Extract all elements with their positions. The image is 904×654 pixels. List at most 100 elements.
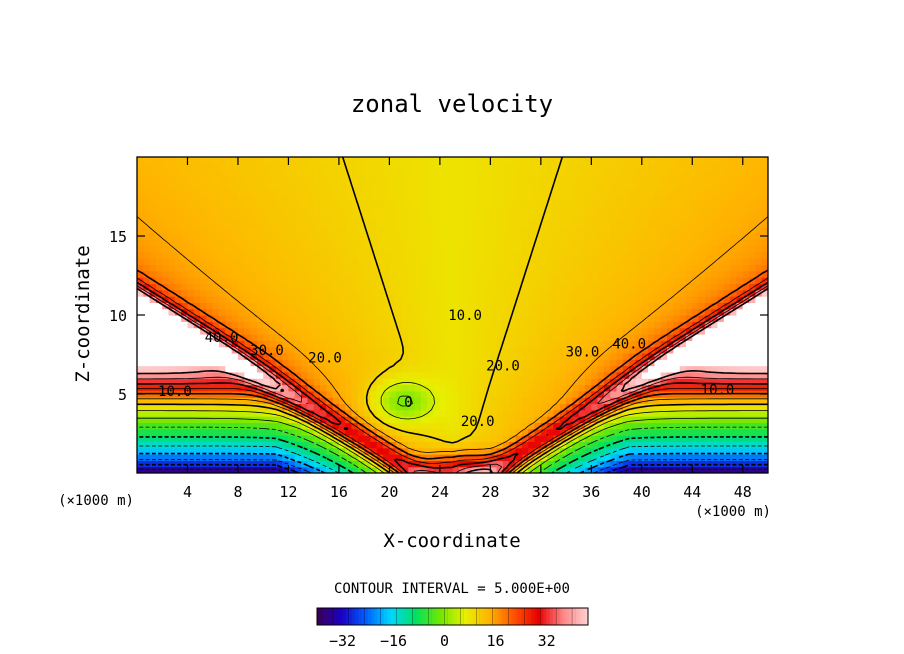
field-cell [187, 460, 195, 468]
field-cell [559, 359, 567, 367]
field-cell [616, 270, 624, 278]
field-cell [357, 239, 365, 247]
field-cell [515, 333, 523, 341]
field-cell [143, 340, 151, 348]
field-cell [446, 226, 454, 234]
field-cell [742, 346, 750, 354]
field-cell [521, 352, 529, 360]
field-cell [616, 435, 624, 442]
field-cell [528, 220, 536, 228]
field-cell [294, 175, 302, 183]
field-cell [212, 359, 220, 367]
field-cell [603, 428, 611, 436]
field-cell [502, 346, 510, 354]
field-cell [383, 258, 390, 266]
field-cell [603, 296, 611, 303]
field-cell [761, 371, 768, 379]
field-cell [534, 359, 542, 367]
field-cell [528, 270, 536, 278]
field-cell [723, 201, 731, 209]
field-cell [162, 466, 170, 473]
field-cell [730, 441, 738, 449]
field-cell [433, 213, 441, 221]
field-cell [263, 378, 271, 386]
field-cell [389, 251, 397, 259]
field-cell [256, 454, 264, 461]
field-cell [168, 441, 176, 449]
field-cell [528, 460, 536, 468]
field-cell [484, 157, 491, 164]
field-cell [654, 315, 662, 322]
field-cell [212, 245, 220, 253]
field-cell [654, 321, 662, 329]
field-cell [667, 213, 674, 221]
field-cell [685, 169, 693, 177]
field-cell [414, 340, 422, 348]
field-cell [629, 201, 637, 209]
field-cell [446, 315, 454, 322]
field-cell [351, 182, 359, 190]
field-cell [585, 302, 592, 310]
field-cell [723, 207, 731, 215]
field-cell [250, 447, 258, 455]
field-cell [673, 435, 681, 442]
field-cell [446, 251, 454, 259]
field-cell [566, 213, 573, 221]
field-cell [212, 277, 220, 284]
field-cell [181, 403, 189, 411]
field-cell [206, 416, 214, 424]
field-cell [389, 390, 397, 398]
field-cell [338, 175, 346, 183]
field-cell [711, 220, 719, 228]
field-cell [553, 441, 561, 449]
field-cell [654, 289, 662, 297]
field-cell [225, 435, 233, 442]
field-cell [319, 188, 327, 196]
field-cell [578, 340, 586, 348]
field-cell [591, 397, 599, 405]
field-cell [484, 163, 491, 171]
field-cell [433, 447, 441, 455]
field-cell [187, 333, 195, 341]
field-cell [566, 251, 573, 259]
field-cell [509, 454, 517, 461]
field-cell [395, 359, 403, 367]
field-cell [540, 441, 548, 449]
field-cell [282, 371, 290, 379]
field-cell [490, 441, 498, 449]
field-cell [679, 157, 687, 164]
field-cell [490, 327, 498, 335]
field-cell [427, 390, 435, 398]
field-cell [502, 435, 510, 442]
field-cell [761, 315, 768, 322]
field-cell [540, 403, 548, 411]
field-cell [174, 277, 182, 284]
field-cell [427, 270, 435, 278]
field-cell [313, 207, 321, 215]
field-cell [168, 194, 176, 202]
field-cell [288, 365, 296, 373]
field-cell [389, 371, 397, 379]
field-cell [730, 258, 738, 266]
field-cell [275, 289, 283, 297]
field-cell [168, 397, 176, 405]
field-cell [685, 163, 693, 171]
field-cell [452, 302, 460, 310]
field-cell [509, 207, 517, 215]
field-cell [502, 258, 510, 266]
field-cell [275, 201, 283, 209]
field-cell [376, 251, 384, 259]
field-cell [212, 397, 220, 405]
field-cell [452, 466, 460, 473]
field-cell [742, 454, 750, 461]
field-cell [313, 384, 321, 392]
field-cell [345, 220, 353, 228]
field-cell [231, 460, 239, 468]
field-cell [635, 315, 643, 322]
field-cell [338, 283, 346, 291]
field-cell [263, 447, 271, 455]
field-cell [736, 327, 744, 335]
field-cell [168, 315, 176, 322]
field-cell [597, 296, 605, 303]
field-cell [351, 435, 359, 442]
